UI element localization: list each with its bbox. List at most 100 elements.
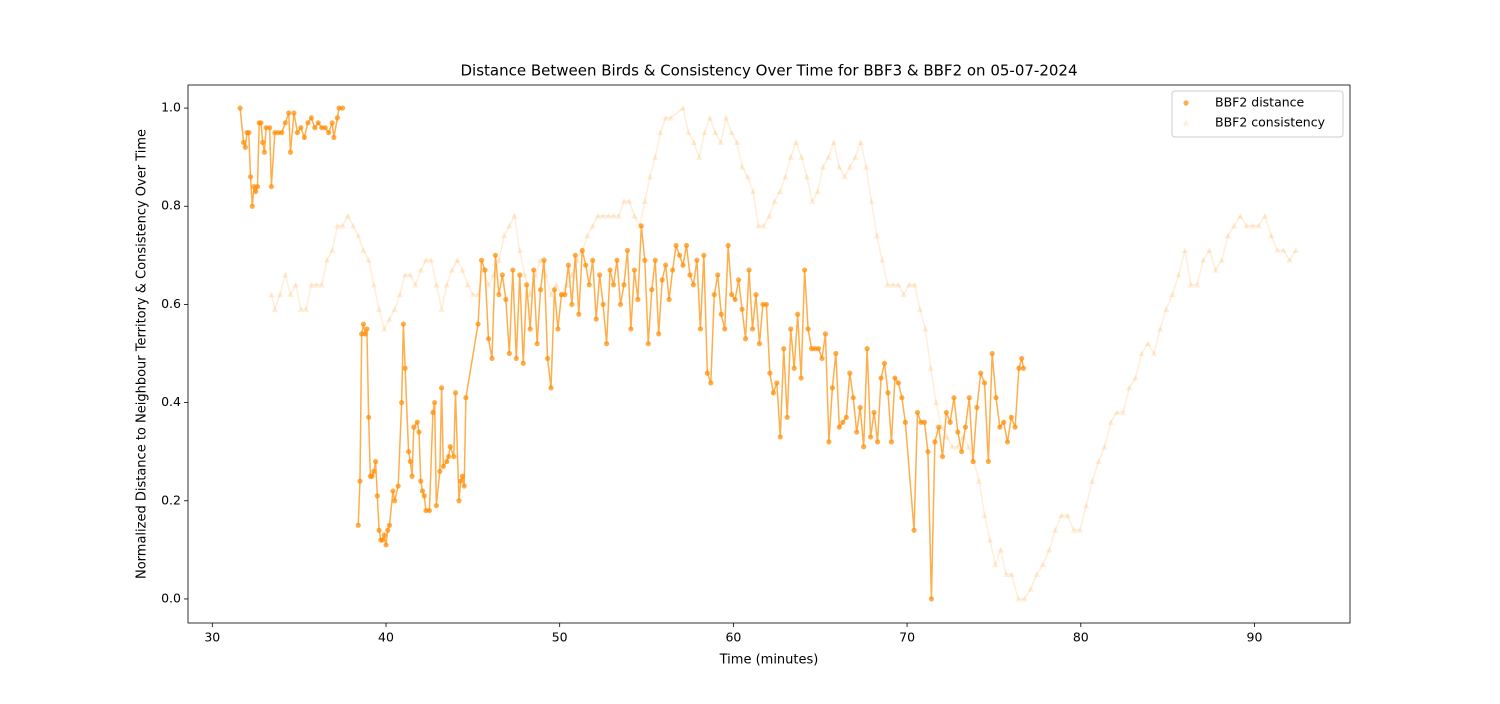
point <box>939 453 946 460</box>
point <box>760 222 767 229</box>
point <box>997 424 1003 430</box>
point <box>911 527 917 533</box>
point <box>605 212 612 219</box>
point <box>1274 247 1281 253</box>
point <box>417 266 424 273</box>
point <box>433 281 440 288</box>
point <box>349 222 357 229</box>
point <box>722 326 728 332</box>
point <box>433 503 439 509</box>
point <box>426 507 433 514</box>
point <box>1243 222 1250 229</box>
point <box>868 434 874 440</box>
point <box>268 291 275 298</box>
point <box>254 184 261 190</box>
point <box>1144 340 1152 347</box>
point <box>1095 458 1102 465</box>
point <box>456 498 462 504</box>
point <box>1052 527 1059 533</box>
point <box>830 139 837 145</box>
point <box>819 163 827 170</box>
point <box>1193 281 1201 288</box>
point <box>400 321 406 327</box>
point <box>645 341 651 347</box>
point <box>447 444 453 450</box>
point <box>1089 477 1096 484</box>
point <box>534 341 540 347</box>
point <box>414 419 420 425</box>
point <box>418 478 424 484</box>
point <box>965 443 972 450</box>
point <box>736 277 742 283</box>
point <box>974 404 980 411</box>
point <box>355 232 362 239</box>
x-tick-label: 70 <box>899 630 915 645</box>
point <box>369 473 375 479</box>
point <box>396 291 404 298</box>
point <box>1156 325 1164 332</box>
point <box>628 326 634 332</box>
point <box>376 527 382 533</box>
point <box>814 188 821 195</box>
point <box>787 153 794 160</box>
point <box>268 184 274 190</box>
legend-box <box>1171 90 1344 138</box>
y-tick-label: 0.0 <box>161 590 181 605</box>
point <box>864 346 870 352</box>
point <box>511 212 518 219</box>
point <box>975 477 983 484</box>
point <box>569 301 575 308</box>
point <box>1039 561 1047 568</box>
point <box>781 346 787 352</box>
point <box>1107 419 1115 425</box>
point <box>676 252 683 258</box>
point <box>551 287 558 293</box>
point <box>993 395 999 401</box>
point <box>652 257 658 263</box>
point <box>583 262 589 268</box>
point <box>1004 439 1011 445</box>
point <box>826 439 832 445</box>
point <box>962 424 969 430</box>
point <box>553 281 560 288</box>
point <box>584 232 591 239</box>
point <box>590 257 596 263</box>
point <box>390 488 396 494</box>
point <box>690 139 697 145</box>
point <box>992 561 999 568</box>
point <box>362 331 368 337</box>
point <box>1016 365 1022 371</box>
point <box>635 296 641 303</box>
point <box>914 409 921 416</box>
point <box>732 296 738 303</box>
point <box>673 242 679 249</box>
point <box>437 468 443 474</box>
point <box>451 453 457 460</box>
point <box>282 120 288 126</box>
point <box>258 120 264 126</box>
point <box>461 483 467 489</box>
point <box>954 443 961 450</box>
point <box>746 267 752 273</box>
point <box>725 242 731 249</box>
point <box>774 380 780 386</box>
point <box>701 129 708 136</box>
point <box>729 292 735 298</box>
point <box>947 419 953 425</box>
point <box>610 282 617 288</box>
point <box>815 346 822 352</box>
point <box>1076 527 1084 533</box>
point <box>1218 257 1226 263</box>
point <box>932 439 938 445</box>
point <box>246 130 252 136</box>
legend-marker <box>1183 100 1189 106</box>
point <box>1249 222 1256 229</box>
point <box>663 262 669 268</box>
point <box>1150 350 1158 357</box>
point <box>1126 384 1133 391</box>
point <box>854 429 860 435</box>
point <box>443 281 451 288</box>
point <box>1206 247 1213 253</box>
point <box>427 257 435 263</box>
point <box>711 292 717 298</box>
